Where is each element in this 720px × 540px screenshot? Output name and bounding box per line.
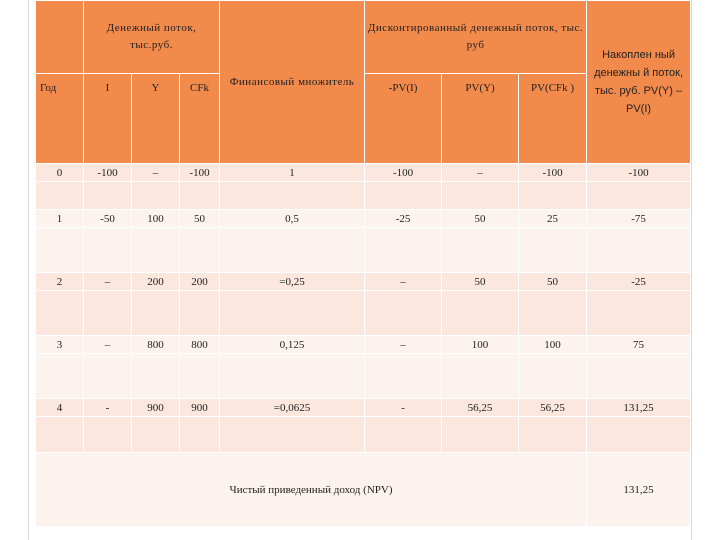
cell-mult: 1	[219, 163, 366, 182]
cell-acc: -25	[586, 272, 692, 291]
cell-year: 0	[35, 163, 84, 182]
cell-year: 3	[35, 335, 84, 354]
sub-year: Год	[35, 73, 84, 164]
cell-i: –	[83, 335, 132, 354]
table-row: 1 -50 100 50 0,5 -25 50 25 -75	[35, 209, 692, 228]
cell-cf: 50	[178, 209, 221, 228]
cell-mult: 0,5	[219, 209, 366, 228]
cell-acc: -100	[586, 163, 692, 182]
cell-pv-i: –	[364, 272, 443, 291]
cell-pv-cf: 100	[518, 335, 588, 354]
cell-cf: 800	[178, 335, 221, 354]
cell-mult: =0,25	[219, 272, 366, 291]
npv-label: Чистый приведенный доход (NPV)	[34, 452, 588, 527]
header-corner	[35, 0, 84, 74]
cell-pv-y: 100	[441, 335, 520, 354]
sub-pv-cf: PV(CFk )	[518, 73, 588, 164]
cell-pv-y: –	[441, 163, 520, 182]
cell-pv-i: –	[364, 335, 443, 354]
sub-i: I	[83, 73, 132, 164]
header-multiplier: Финансовый множитель	[219, 0, 366, 164]
left-rule	[28, 0, 29, 540]
cell-i: –	[83, 272, 132, 291]
cell-y: 900	[131, 398, 180, 417]
cell-pv-cf: -100	[518, 163, 588, 182]
sub-cf: CFk	[178, 73, 221, 164]
cell-pv-i: -25	[364, 209, 443, 228]
cell-i: -50	[83, 209, 132, 228]
table-row: 0 -100 – -100 1 -100 – -100 -100	[35, 163, 692, 182]
npv-row: Чистый приведенный доход (NPV) 131,25	[34, 452, 692, 527]
cell-cf: -100	[178, 163, 221, 182]
header-accumulated: Накоплен ный денежны й поток, тыс. руб. …	[586, 0, 692, 164]
right-rule	[691, 0, 692, 540]
table-row: 3 – 800 800 0,125 – 100 100 75	[35, 335, 692, 354]
npv-value: 131,25	[586, 452, 692, 527]
table-row: 2 – 200 200 =0,25 – 50 50 -25	[35, 272, 692, 291]
header-row-2: Год I Y CFk -PV(I) PV(Y) PV(CFk )	[35, 73, 691, 164]
cell-y: 100	[131, 209, 180, 228]
cell-year: 4	[35, 398, 84, 417]
cell-y: –	[131, 163, 180, 182]
cell-y: 800	[131, 335, 180, 354]
cell-acc: 75	[586, 335, 692, 354]
cell-year: 1	[35, 209, 84, 228]
cell-acc: -75	[586, 209, 692, 228]
sub-pv-i: -PV(I)	[364, 73, 443, 164]
sub-y: Y	[131, 73, 180, 164]
table-spacer	[35, 353, 692, 399]
header-row-1: Денежный поток, тыс.руб. Финансовый множ…	[35, 0, 692, 164]
npv-table: Денежный поток, тыс.руб. Финансовый множ…	[34, 0, 692, 527]
cell-pv-y: 56,25	[441, 398, 520, 417]
cell-acc: 131,25	[586, 398, 692, 417]
cell-i: -	[83, 398, 132, 417]
sub-pv-y: PV(Y)	[441, 73, 520, 164]
cell-pv-y: 50	[441, 209, 520, 228]
header-discounted: Дисконтированный денежный поток, тыс. ру…	[364, 0, 588, 74]
cell-i: -100	[83, 163, 132, 182]
cell-pv-y: 50	[441, 272, 520, 291]
cell-y: 200	[131, 272, 180, 291]
cell-pv-i: -100	[364, 163, 443, 182]
table-spacer	[35, 290, 692, 336]
cell-cf: 200	[178, 272, 221, 291]
cell-pv-cf: 50	[518, 272, 588, 291]
cell-pv-i: -	[364, 398, 443, 417]
cell-mult: =0,0625	[219, 398, 366, 417]
cell-pv-cf: 25	[518, 209, 588, 228]
table-spacer	[35, 416, 692, 453]
table-spacer	[35, 227, 692, 273]
table-spacer	[35, 181, 692, 210]
cell-year: 2	[35, 272, 84, 291]
cell-pv-cf: 56,25	[518, 398, 588, 417]
header-cash-flow: Денежный поток, тыс.руб.	[82, 0, 221, 74]
cell-mult: 0,125	[219, 335, 366, 354]
cell-cf: 900	[178, 398, 221, 417]
table-row: 4 - 900 900 =0,0625 - 56,25 56,25 131,25	[35, 398, 692, 417]
